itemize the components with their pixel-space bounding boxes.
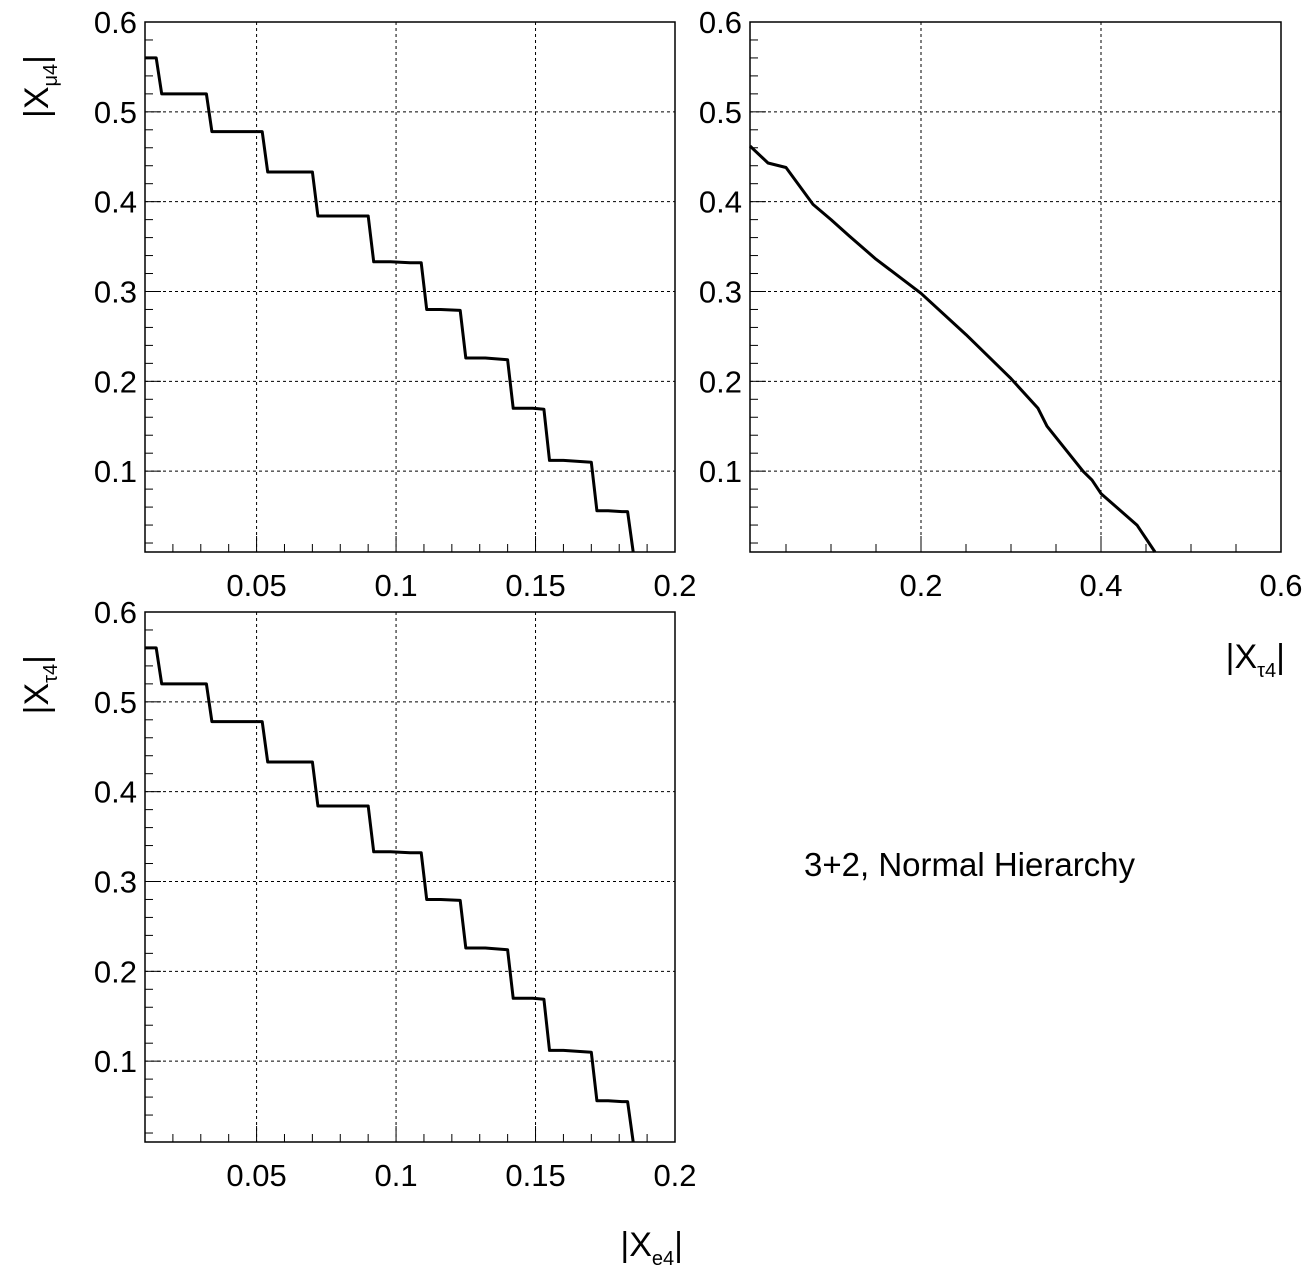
annotation-text: 3+2, Normal Hierarchy [804,846,1136,883]
x-tick-label: 0.2 [653,568,696,603]
x-tick-label: 0.1 [374,1158,417,1193]
panel-top-left: 0.05 0.1 0.15 0.2 0.1 0.2 0.3 0.4 0.5 0.6 |Xμ4| [18,5,697,603]
plot-frame [749,21,1282,553]
y-tick-label: 0.1 [699,454,742,489]
y-tick-label: 0.2 [699,364,742,399]
y-tick-label: 0.4 [94,185,137,220]
y-tick-label: 0.6 [94,595,137,630]
y-tick-label: 0.3 [94,864,137,899]
x-tick-label: 0.1 [374,568,417,603]
x-tick-label: 0.4 [1079,568,1122,603]
x-tick-label: 0.05 [226,1158,286,1193]
x-axis-title: |Xe4| [620,1226,683,1270]
y-axis-title: |Xτ4| [18,655,62,714]
plot-frame [144,21,676,553]
panel-top-right: 0.2 0.4 0.6 0.1 0.2 0.3 0.4 0.5 0.6 |Xτ4| [699,5,1303,682]
series-line [145,646,635,1143]
x-tick-label: 0.15 [505,1158,565,1193]
series-line [145,56,635,553]
y-tick-label: 0.5 [94,685,137,720]
x-tick-label: 0.15 [505,568,565,603]
x-axis-title: |Xτ4| [1226,638,1285,682]
y-tick-label: 0.2 [94,364,137,399]
y-tick-label: 0.2 [94,954,137,989]
x-tick-label: 0.05 [226,568,286,603]
y-tick-label: 0.5 [699,95,742,130]
y-tick-label: 0.3 [699,274,742,309]
x-tick-label: 0.2 [653,1158,696,1193]
y-tick-label: 0.5 [94,95,137,130]
y-tick-label: 0.6 [699,5,742,40]
y-axis-title: |Xμ4| [18,55,62,118]
y-tick-label: 0.4 [94,775,137,810]
x-tick-label: 0.2 [899,568,942,603]
y-tick-label: 0.6 [94,5,137,40]
plot-frame [144,611,676,1143]
y-tick-label: 0.3 [94,274,137,309]
y-tick-label: 0.1 [94,454,137,489]
y-tick-label: 0.4 [699,185,742,220]
y-tick-label: 0.1 [94,1044,137,1079]
x-tick-label: 0.6 [1259,568,1302,603]
panel-bottom-left: 0.05 0.1 0.15 0.2 0.1 0.2 0.3 0.4 0.5 0.6 |Xτ4| |Xe… [18,595,697,1270]
series-line [748,144,1157,553]
